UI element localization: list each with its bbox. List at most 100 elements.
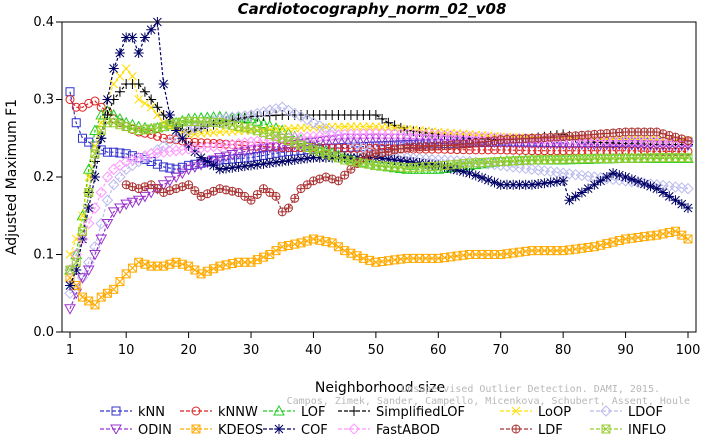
point-knnw <box>346 143 356 153</box>
point-odin <box>382 133 395 145</box>
point-kdeos <box>171 257 181 267</box>
point-cof <box>158 79 169 89</box>
point-knnw <box>489 145 499 155</box>
point-fastabod <box>76 233 89 245</box>
point-kdeos <box>683 234 693 244</box>
legend-item-kdeos: KDEOS <box>180 423 263 434</box>
point-odin <box>376 133 388 145</box>
point-cof <box>508 179 519 190</box>
point-ldof <box>682 182 694 195</box>
point-knnw <box>196 138 206 148</box>
point-fastabod <box>151 147 164 159</box>
point-fastabod <box>170 144 182 157</box>
legend-marker <box>274 424 284 434</box>
point-odin <box>164 176 176 187</box>
legend-item-inflo: INFLO <box>590 423 666 434</box>
point-kdeos <box>115 277 125 287</box>
point-ldof <box>307 117 320 129</box>
point-fastabod <box>214 140 226 152</box>
point-knnw <box>84 98 94 108</box>
legend-label: LoOP <box>538 405 571 420</box>
legend-marker <box>349 406 359 416</box>
x-tick-label: 90 <box>617 343 634 358</box>
x-tick-label: 60 <box>430 343 447 358</box>
point-ldf <box>290 193 300 203</box>
point-knnw <box>146 129 156 139</box>
point-cof <box>308 152 319 163</box>
point-odin <box>644 140 657 152</box>
point-odin <box>226 150 239 161</box>
point-cof <box>670 195 681 206</box>
point-ldf <box>252 189 262 199</box>
point-odin <box>607 139 619 151</box>
point-inflo <box>265 130 275 140</box>
point-odin <box>220 151 232 163</box>
legend-label: KDEOS <box>218 423 263 434</box>
legend-marker <box>110 424 122 434</box>
legend-item-simplifiedlof: SimplifiedLOF <box>338 405 465 420</box>
point-odin <box>320 136 332 147</box>
legend-item-fastabod: FastABOD <box>338 423 440 434</box>
point-cof <box>658 187 669 198</box>
point-cof <box>277 156 288 167</box>
point-cof <box>620 172 631 182</box>
point-ldof <box>101 194 114 206</box>
point-cof <box>483 175 494 186</box>
point-fastabod <box>332 129 345 141</box>
point-odin <box>351 133 364 145</box>
point-ldof <box>214 113 226 125</box>
point-fastabod <box>195 142 207 154</box>
y-tick-label: 0.4 <box>33 15 54 30</box>
point-loop <box>134 95 144 104</box>
point-odin <box>95 234 108 246</box>
point-cof <box>639 178 650 189</box>
series-line-knn <box>69 91 688 170</box>
point-fastabod <box>313 130 326 142</box>
point-fastabod <box>301 131 313 143</box>
point-ldof <box>289 107 301 120</box>
point-ldof <box>282 104 295 117</box>
point-cof <box>626 174 637 185</box>
point-cof <box>589 179 600 190</box>
point-cof <box>551 176 562 187</box>
point-ldof <box>226 111 239 124</box>
point-ldof <box>357 141 370 154</box>
point-odin <box>170 172 182 184</box>
point-inflo <box>252 126 262 136</box>
point-odin <box>613 139 626 151</box>
point-loop <box>346 122 356 131</box>
point-cof <box>208 160 219 171</box>
x-axis-label: Neighborhood size <box>315 380 445 396</box>
point-knn <box>115 148 125 158</box>
point-cof <box>189 146 200 157</box>
point-knnw <box>152 131 162 141</box>
legend: kNN kNNW LOF SimplifiedLOF LoOP LDOF ODIN KDEOS… <box>100 404 666 434</box>
point-odin <box>114 203 126 215</box>
point-ldof <box>239 110 251 122</box>
watermark-line-1: Unsupervised Outlier Detection. DAMI, 20… <box>401 384 660 395</box>
point-loop <box>115 71 125 81</box>
point-simplifiedlof <box>139 86 150 97</box>
x-tick-label: 70 <box>492 343 509 358</box>
point-fastabod <box>132 151 145 164</box>
point-fastabod <box>176 144 189 156</box>
point-ldof <box>326 126 338 138</box>
point-cof <box>302 153 313 164</box>
point-inflo <box>77 226 87 236</box>
point-fastabod <box>120 155 132 168</box>
point-cof <box>289 154 300 165</box>
point-odin <box>657 140 669 152</box>
point-cof <box>295 154 306 165</box>
point-lof <box>257 117 270 129</box>
point-knn <box>102 147 112 157</box>
legend-label: LOF <box>301 405 326 420</box>
point-kdeos <box>246 257 256 267</box>
point-kdeos <box>259 252 269 262</box>
point-cof <box>489 177 500 188</box>
legend-label: ODIN <box>138 423 172 434</box>
legend-item-knnw: kNNW <box>180 405 258 420</box>
point-ldof <box>182 124 195 137</box>
point-cof <box>601 172 612 182</box>
point-cof <box>121 32 132 43</box>
point-kdeos <box>165 259 175 269</box>
